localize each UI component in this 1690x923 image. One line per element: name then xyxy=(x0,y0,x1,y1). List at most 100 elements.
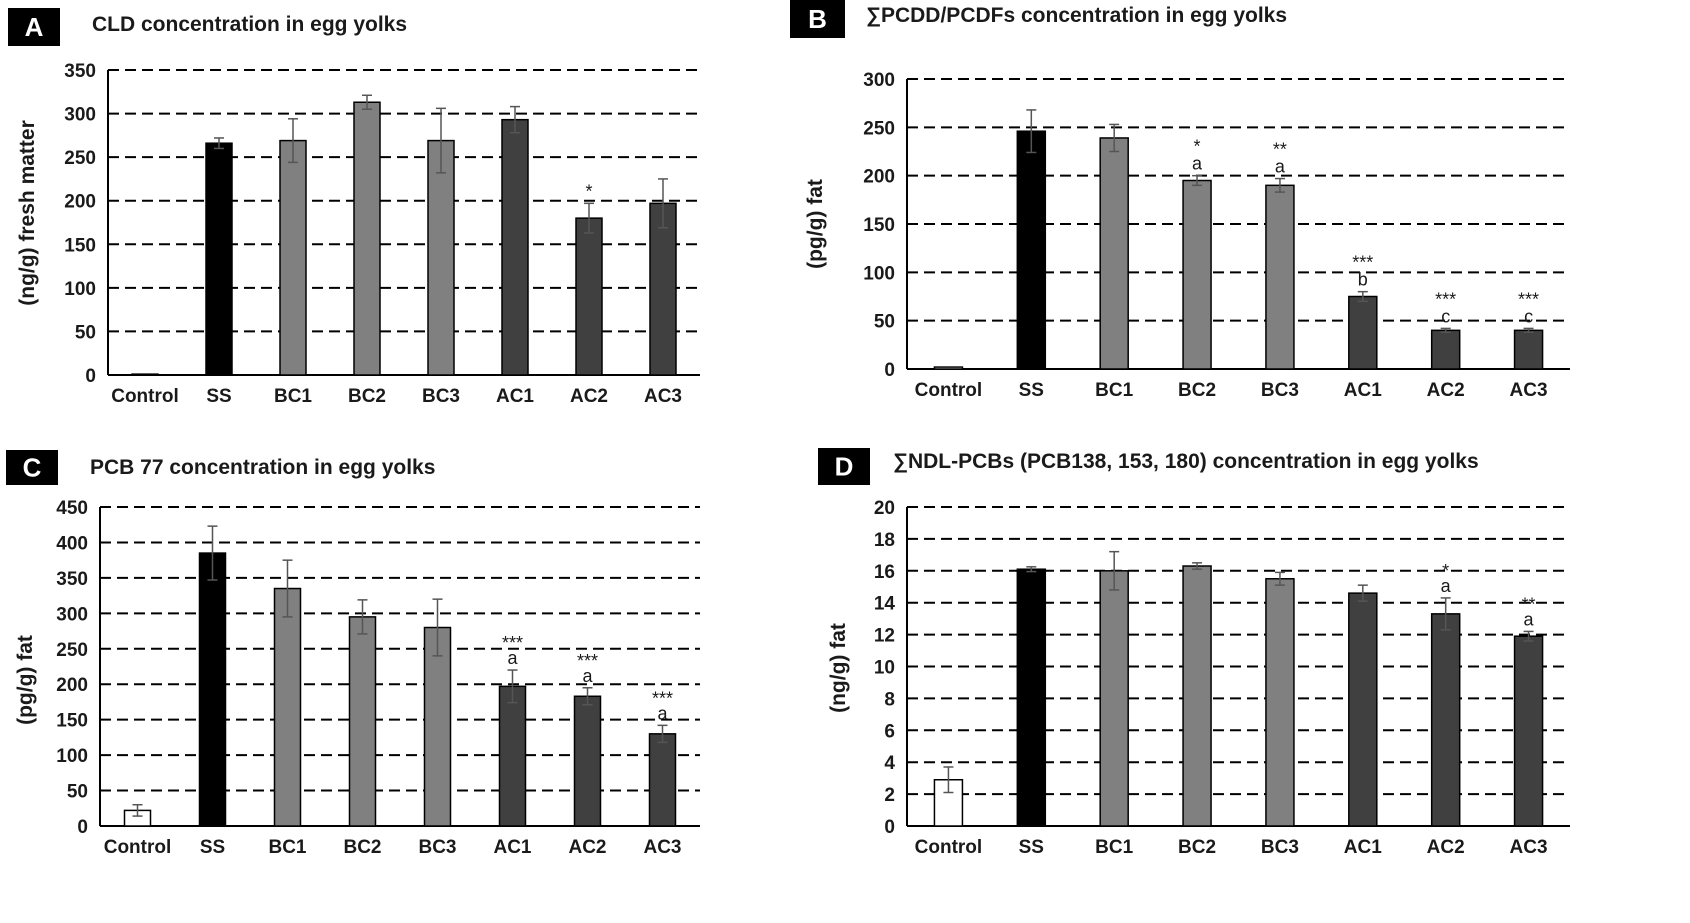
y-tick-label: 12 xyxy=(874,626,895,647)
bar-control xyxy=(131,373,159,376)
significance-label: * xyxy=(585,181,592,201)
bar-bc2 xyxy=(1182,565,1212,827)
x-tick-label: BC1 xyxy=(268,837,306,858)
x-tick-label: BC1 xyxy=(1095,380,1133,401)
y-tick-label: 50 xyxy=(67,782,88,803)
x-tick-label: Control xyxy=(111,386,179,407)
significance-label: * xyxy=(1442,561,1449,581)
bar-bc2 xyxy=(348,616,377,827)
bar-bc3 xyxy=(427,139,455,376)
bar-ac2 xyxy=(1430,329,1461,370)
panel-letter: C xyxy=(23,453,42,483)
y-tick-label: 200 xyxy=(863,167,895,188)
x-tick-label: Control xyxy=(915,380,983,401)
panel-d: D ∑NDL-PCBs (PCB138, 153, 180) concentrat… xyxy=(818,448,1570,858)
x-tick-label: SS xyxy=(200,837,225,858)
bar-bc1 xyxy=(273,587,302,827)
x-tick-label: AC3 xyxy=(643,837,681,858)
y-tick-label: 18 xyxy=(874,530,895,551)
y-tick-label: 100 xyxy=(863,263,895,284)
y-tick-label: 50 xyxy=(874,312,895,333)
x-tick-label: AC3 xyxy=(1510,380,1548,401)
bar-ss xyxy=(1016,130,1047,370)
x-tick-label: BC1 xyxy=(274,386,312,407)
x-tick-label: Control xyxy=(915,837,983,858)
x-tick-label: AC2 xyxy=(568,837,606,858)
x-tick-label: BC2 xyxy=(348,386,386,407)
y-tick-label: 350 xyxy=(64,61,96,82)
x-tick-label: BC2 xyxy=(1178,837,1216,858)
x-tick-label: SS xyxy=(1019,380,1044,401)
x-tick-label: SS xyxy=(1019,837,1044,858)
significance-label: c xyxy=(1441,306,1450,326)
y-tick-label: 14 xyxy=(874,594,896,615)
significance-label: a xyxy=(1275,157,1286,177)
bar-ac3 xyxy=(1513,329,1544,370)
y-tick-label: 0 xyxy=(884,817,895,838)
significance-label: *** xyxy=(1518,289,1539,309)
panel-letter: B xyxy=(808,4,827,34)
x-tick-label: BC3 xyxy=(422,386,460,407)
bar-bc1 xyxy=(1099,570,1129,827)
significance-label: *** xyxy=(1435,289,1456,309)
panel-badge xyxy=(818,448,870,485)
significance-label: b xyxy=(1358,270,1368,290)
x-tick-label: BC2 xyxy=(343,837,381,858)
significance-label: *** xyxy=(1352,253,1373,273)
y-tick-label: 150 xyxy=(863,215,895,236)
y-tick-label: 10 xyxy=(874,658,895,679)
x-tick-label: AC1 xyxy=(493,837,531,858)
x-tick-label: AC2 xyxy=(1427,380,1465,401)
y-tick-label: 450 xyxy=(56,498,88,519)
significance-label: a xyxy=(657,703,668,723)
y-tick-label: 350 xyxy=(56,569,88,590)
chart-title: CLD concentration in egg yolks xyxy=(92,13,407,36)
panel-letter: A xyxy=(25,12,44,42)
y-tick-label: 100 xyxy=(56,746,88,767)
y-tick-label: 4 xyxy=(884,753,895,774)
y-tick-label: 8 xyxy=(884,689,895,710)
significance-label: ** xyxy=(1273,140,1287,160)
x-tick-label: BC1 xyxy=(1095,837,1133,858)
y-tick-label: 250 xyxy=(863,118,895,139)
bar-bc2 xyxy=(353,101,381,376)
significance-label: * xyxy=(1194,137,1201,157)
significance-label: a xyxy=(507,648,518,668)
panel-a: A CLD concentration in egg yolks (ng/g) fr… xyxy=(8,8,700,407)
bar-ac1 xyxy=(501,118,529,376)
y-tick-label: 250 xyxy=(56,640,88,661)
bar-bc3 xyxy=(1265,578,1295,827)
bar-ac1 xyxy=(498,685,527,827)
y-tick-label: 20 xyxy=(874,498,895,519)
x-tick-label: SS xyxy=(206,386,231,407)
y-tick-label: 150 xyxy=(64,235,96,256)
y-tick-label: 300 xyxy=(863,70,895,91)
bar-bc3 xyxy=(1265,184,1295,370)
bar-ss xyxy=(1016,568,1047,827)
x-tick-label: BC3 xyxy=(1261,380,1299,401)
bar-bc2 xyxy=(1182,179,1212,370)
y-tick-label: 300 xyxy=(56,604,88,625)
x-tick-label: AC3 xyxy=(644,386,682,407)
chart-title: PCB 77 concentration in egg yolks xyxy=(90,456,435,479)
significance-label: a xyxy=(1192,154,1203,174)
bar-ac3 xyxy=(1513,635,1544,827)
chart-title: ∑NDL-PCBs (PCB138, 153, 180) concentrati… xyxy=(893,450,1479,473)
significance-label: a xyxy=(1441,576,1452,596)
y-tick-label: 6 xyxy=(884,721,895,742)
bar-ac1 xyxy=(1348,592,1378,827)
x-tick-label: AC1 xyxy=(496,386,534,407)
x-tick-label: BC2 xyxy=(1178,380,1216,401)
y-axis-label: (ng/g) fresh matter xyxy=(16,120,39,306)
bar-ac3 xyxy=(648,733,677,827)
significance-label: c xyxy=(1524,306,1533,326)
x-tick-label: BC3 xyxy=(418,837,456,858)
y-tick-label: 2 xyxy=(884,785,895,806)
bar-control xyxy=(933,366,964,370)
panel-c: C PCB 77 concentration in egg yolks (pg/g)… xyxy=(6,450,700,858)
x-tick-label: AC2 xyxy=(1427,837,1465,858)
bar-bc1 xyxy=(279,139,307,376)
panel-letter: D xyxy=(835,452,854,482)
x-tick-label: AC1 xyxy=(1344,380,1382,401)
